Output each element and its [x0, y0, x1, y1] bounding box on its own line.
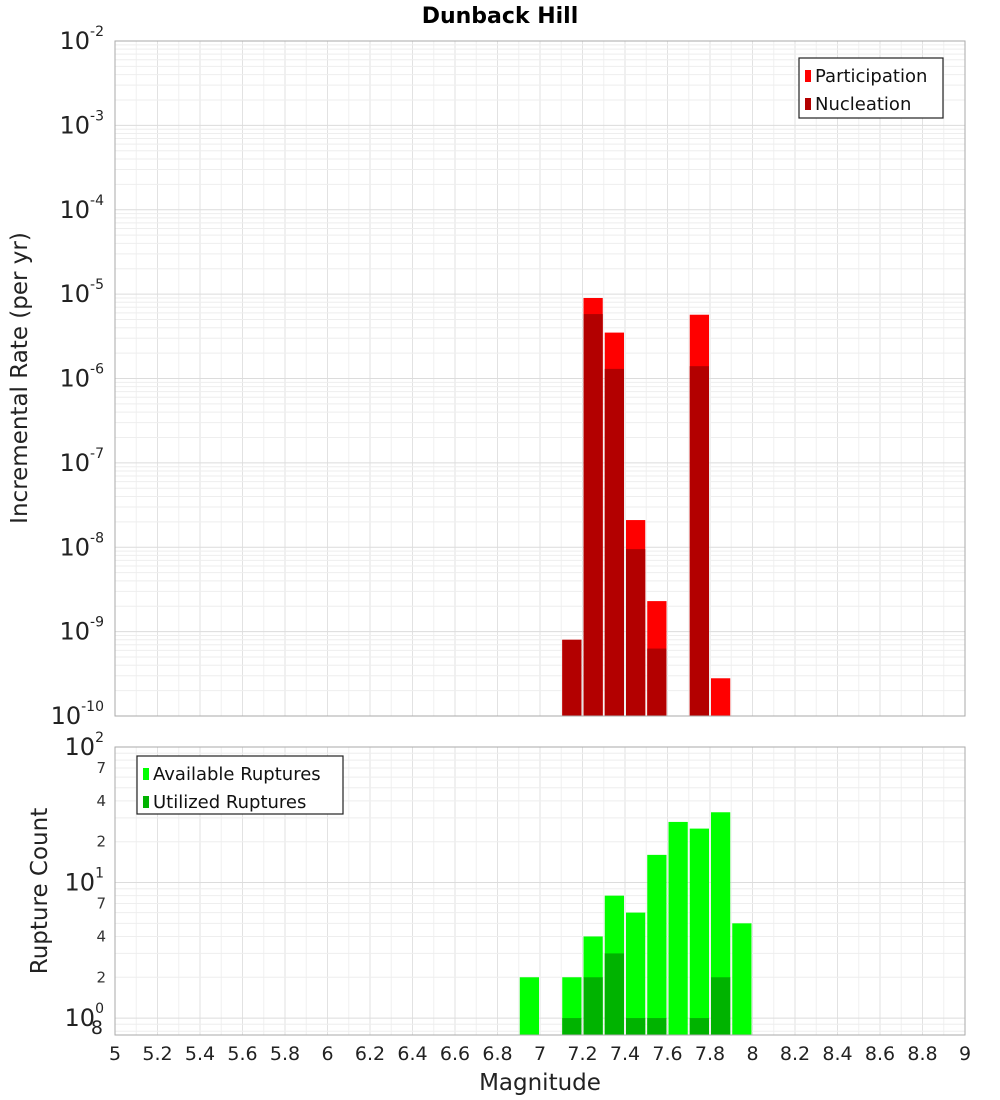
count-legend: Available Ruptures Utilized Ruptures [136, 755, 344, 815]
count-legend-swatch [143, 768, 149, 780]
magnitude-x-tick-label: 5.6 [227, 1043, 257, 1065]
count-legend-box [136, 755, 344, 815]
chart-title: Dunback Hill [422, 4, 579, 29]
rate-bar-nucleation [562, 639, 582, 716]
magnitude-x-tick-label: 5.8 [270, 1043, 300, 1065]
count-bar-available-ruptures [519, 977, 539, 1035]
magnitude-x-tick-label: 8.8 [907, 1043, 937, 1065]
rate-bar-nucleation [626, 549, 646, 716]
count-bar-available-ruptures [647, 854, 667, 1035]
count-y-axis-label: Rupture Count [27, 808, 53, 974]
count-legend-swatch [143, 796, 149, 808]
count-bar-available-ruptures [668, 821, 688, 1035]
count-y-minor-tick-label: 7 [96, 895, 106, 913]
rate-y-tick-label: 10-9 [59, 615, 104, 646]
count-bar-available-ruptures [626, 912, 646, 1035]
rate-y-tick-label: 10-3 [59, 108, 104, 139]
count-y-tick-label: 100 [65, 1001, 104, 1032]
count-bar-available-ruptures [689, 828, 709, 1035]
magnitude-x-tick-label: 8 [746, 1043, 758, 1065]
rate-y-tick-label: 10-7 [59, 446, 104, 477]
count-legend-label: Available Ruptures [153, 764, 321, 785]
rate-y-axis-label: Incremental Rate (per yr) [7, 232, 33, 524]
count-y-minor-tick-label: 7 [96, 759, 106, 777]
count-y-minor-tick-label: 2 [96, 968, 106, 986]
rate-legend-box [798, 57, 944, 119]
count-bar-utilized-ruptures [647, 1018, 667, 1035]
rate-bar-nucleation [647, 648, 667, 716]
magnitude-x-tick-label: 6 [321, 1043, 333, 1065]
count-y-minor-tick-label: 4 [96, 927, 106, 945]
rate-bar-nucleation [604, 368, 624, 716]
magnitude-x-tick-label: 5.2 [142, 1043, 172, 1065]
count-y-tick-overlay: 8 [91, 1017, 103, 1039]
magnitude-x-tick-label: 8.2 [780, 1043, 810, 1065]
magnitude-x-tick-label: 8.4 [822, 1043, 852, 1065]
rate-legend-label: Participation [815, 66, 927, 87]
count-bar-utilized-ruptures [604, 953, 624, 1035]
count-bar-utilized-ruptures [562, 1018, 582, 1035]
rate-legend-swatch [805, 70, 811, 82]
magnitude-x-tick-label: 6.4 [397, 1043, 427, 1065]
count-plot-frame [114, 746, 966, 1036]
magnitude-x-tick-label: 7.8 [695, 1043, 725, 1065]
rate-chart: Participation Nucleation 10-10 10-9 10-8 10-7… [51, 24, 966, 730]
rate-bar-nucleation [583, 314, 603, 716]
magnitude-x-tick-label: 6.2 [355, 1043, 385, 1065]
rate-plot-frame [114, 40, 966, 717]
magnitude-x-tick-label: 8.6 [865, 1043, 895, 1065]
rate-y-tick-label: 10-2 [59, 24, 104, 55]
count-y-tick-label: 102 [65, 730, 104, 761]
magnitude-x-axis-label: Magnitude [479, 1070, 601, 1096]
rate-y-tick-label: 10-6 [59, 362, 104, 393]
count-y-tick-label: 101 [65, 866, 104, 897]
rate-y-tick-label: 10-4 [59, 193, 104, 224]
rate-bar-participation [711, 678, 731, 716]
rate-bar-nucleation [689, 366, 709, 716]
rate-y-tick-label: 10-10 [51, 699, 104, 730]
rate-y-tick-label: 10-5 [59, 277, 104, 308]
magnitude-x-tick-label: 7.2 [567, 1043, 597, 1065]
magnitude-x-tick-label: 5.4 [185, 1043, 215, 1065]
magnitude-x-tick-label: 6.8 [482, 1043, 512, 1065]
rate-legend: Participation Nucleation [798, 57, 944, 119]
count-y-minor-tick-label: 2 [96, 833, 106, 851]
count-legend-label: Utilized Ruptures [153, 792, 306, 813]
magnitude-x-tick-label: 7.6 [652, 1043, 682, 1065]
count-bar-utilized-ruptures [626, 1018, 646, 1035]
magnitude-x-tick-label: 7.4 [610, 1043, 640, 1065]
magnitude-x-tick-label: 5 [109, 1043, 121, 1065]
magnitude-x-tick-label: 9 [959, 1043, 971, 1065]
count-bar-utilized-ruptures [583, 977, 603, 1035]
count-bar-available-ruptures [732, 923, 752, 1035]
count-bar-utilized-ruptures [711, 977, 731, 1035]
magnitude-x-tick-label: 7 [534, 1043, 546, 1065]
rate-legend-label: Nucleation [815, 94, 911, 115]
rate-y-tick-label: 10-8 [59, 530, 104, 561]
count-y-minor-tick-label: 4 [96, 792, 106, 810]
rate-legend-swatch [805, 98, 811, 110]
count-bar-utilized-ruptures [689, 1018, 709, 1035]
magnitude-x-tick-label: 6.6 [440, 1043, 470, 1065]
